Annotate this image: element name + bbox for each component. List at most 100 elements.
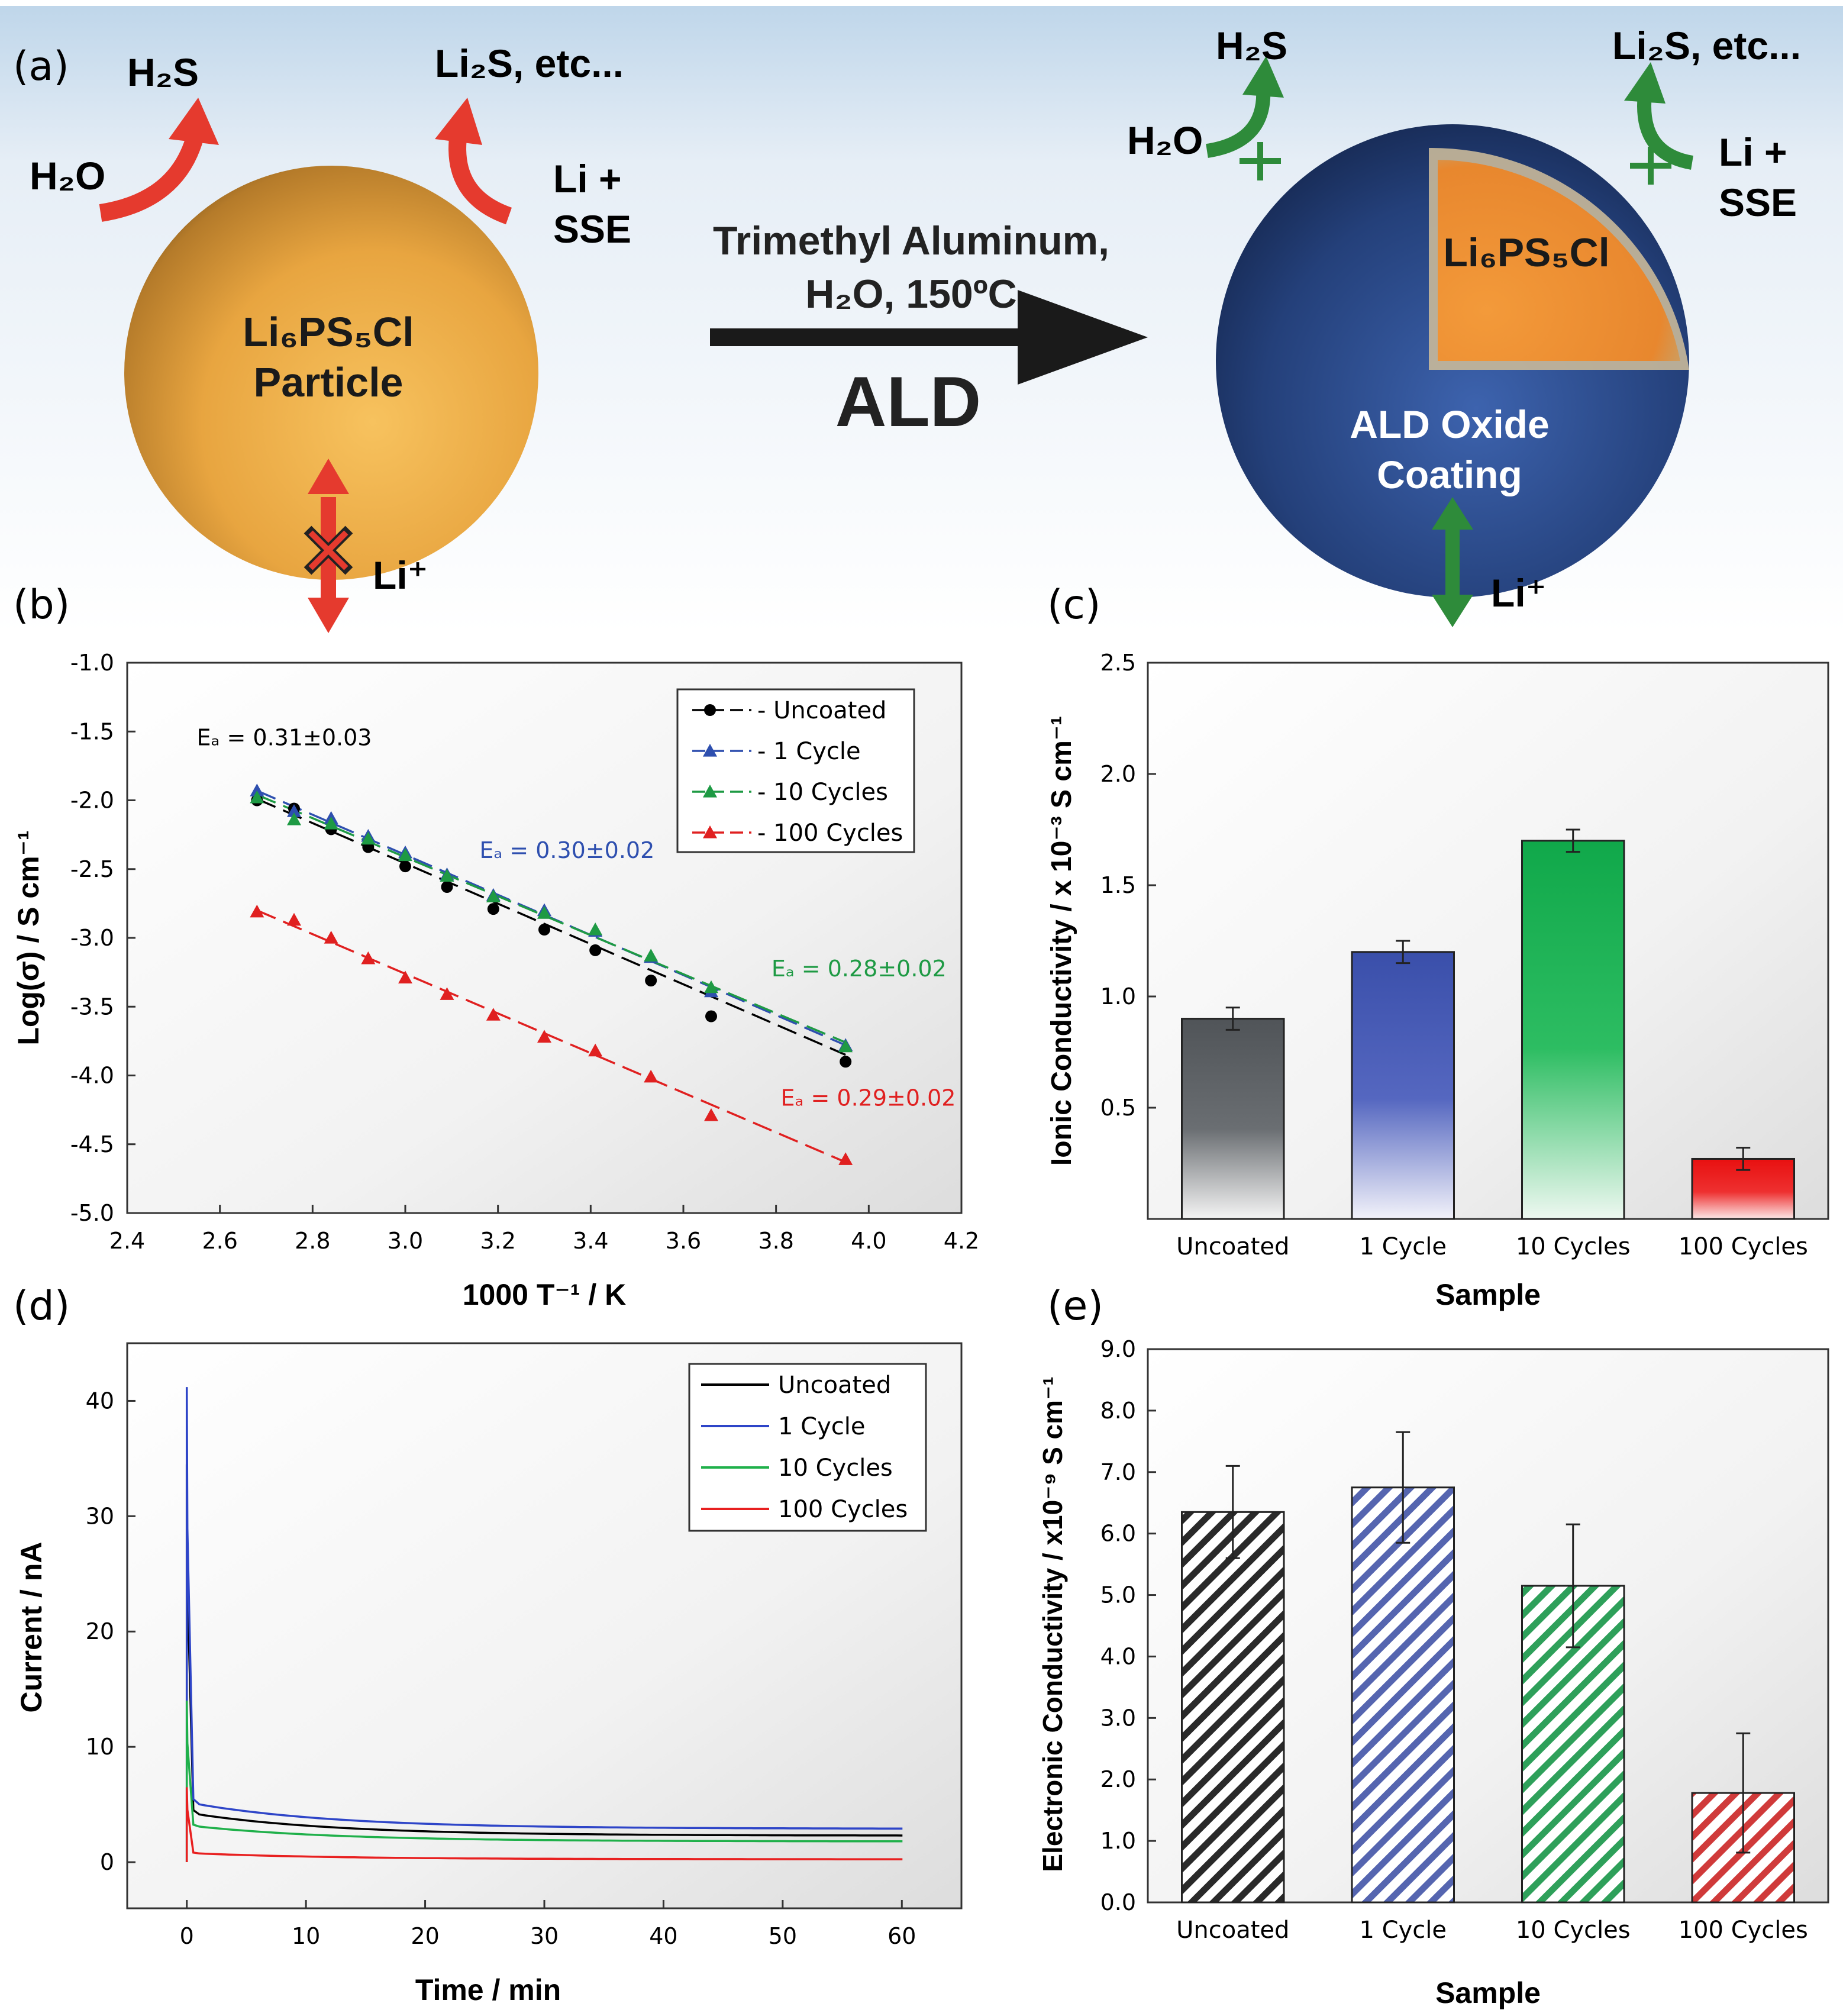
right-li-ion-arrow-down-head xyxy=(1432,595,1473,627)
legend-marker-b-uncoated xyxy=(704,704,716,716)
y-tick-label-e: 5.0 xyxy=(1100,1582,1136,1608)
right-li2s-label: Li₂S, etc... xyxy=(1612,24,1801,67)
y-tick-label-c: 0.5 xyxy=(1100,1095,1136,1121)
point-100-cycles xyxy=(250,904,264,918)
y-tick-label-e: 8.0 xyxy=(1100,1398,1136,1424)
point-10-cycles xyxy=(361,831,376,845)
process-arrow-shaft xyxy=(710,328,1041,346)
ea-annotation-uncoated: Eₐ = 0.31±0.03 xyxy=(197,725,372,751)
panel-label-d: (d) xyxy=(13,1283,70,1330)
li-ion-arrow-up-head xyxy=(308,459,349,494)
y-tick-label-c: 1.0 xyxy=(1100,983,1136,1009)
legend-marker-b-100-cycles xyxy=(703,825,717,838)
bar-c-10-cycles xyxy=(1521,840,1625,1220)
y-tick-label-b: -4.0 xyxy=(70,1063,114,1089)
x-tick-label-c-uncoated: Uncoated xyxy=(1176,1233,1289,1260)
legend-box-b xyxy=(676,688,915,853)
left-h2s-label: H₂S xyxy=(127,50,199,94)
h2s-arrow-head xyxy=(169,98,219,145)
x-tick-label-d: 60 xyxy=(887,1923,916,1949)
x-tick-label-e-uncoated: Uncoated xyxy=(1176,1917,1289,1944)
point-10-cycles xyxy=(250,790,264,804)
x-tick-label-d: 10 xyxy=(292,1923,320,1949)
legend-label-b-uncoated: - Uncoated xyxy=(757,697,886,724)
li-ion-arrow-down-head xyxy=(308,598,349,633)
current-line-uncoated xyxy=(185,1464,903,1862)
right-h2s-label: H₂S xyxy=(1216,24,1287,67)
core-formula: Li₆PS₅Cl xyxy=(1443,230,1609,275)
legend-marker-b-1-cycle xyxy=(703,744,717,757)
panel-a-schematic: (a) Li₆PS₅Cl Particle H₂S Li₂S, etc... H… xyxy=(0,6,1843,633)
y-tick-label-d: 20 xyxy=(86,1618,114,1644)
x-axis-label-d: Time / min xyxy=(415,1973,561,2007)
point-10-cycles xyxy=(537,906,551,919)
y-tick-label-c: 2.0 xyxy=(1100,761,1136,787)
point-10-cycles xyxy=(838,1039,853,1053)
y-axis-label-e: Electronic Conductivity / x10⁻⁹ S cm⁻¹ xyxy=(1037,1376,1068,1872)
bar-e-uncoated xyxy=(1181,1511,1285,1904)
y-tick-label-d: 30 xyxy=(86,1503,114,1529)
y-tick-label-c: 1.5 xyxy=(1100,872,1136,898)
left-li-label: Li + xyxy=(553,157,622,201)
annotation-uncoated-ea: Eₐ = 0.31±0.03 xyxy=(197,725,372,751)
bar-e-1-cycle xyxy=(1351,1486,1455,1904)
x-tick-label-b: 3.2 xyxy=(480,1228,515,1254)
current-line-1-cycle xyxy=(185,1387,903,1862)
right-li-ion-label: Li⁺ xyxy=(1491,571,1547,615)
y-tick-label-d: 40 xyxy=(86,1388,114,1414)
y-tick-label-b: -1.5 xyxy=(70,718,114,744)
x-tick-label-b: 2.6 xyxy=(202,1228,237,1254)
legend-d: Uncoated 1 Cycle 10 Cycles 100 Cycles xyxy=(688,1363,927,1532)
particle-caption: Particle xyxy=(254,359,404,405)
point-10-cycles xyxy=(588,922,603,936)
particle-formula: Li₆PS₅Cl xyxy=(243,309,414,355)
panel-d-current-chart: (d) 0 10 20 30 40 50 60 0 10 20 30 40 Uncoated 1 Cyc… xyxy=(13,1283,963,2007)
legend-marker-b-10-cycles xyxy=(703,785,717,798)
panel-label-a: (a) xyxy=(13,43,69,90)
conditions-label: H₂O, 150ºC xyxy=(805,272,1016,317)
y-tick-label-b: -2.0 xyxy=(70,788,114,814)
x-tick-label-d: 0 xyxy=(180,1923,194,1949)
process-arrow-head xyxy=(1018,290,1148,385)
panel-label-c: (c) xyxy=(1047,582,1100,628)
legend-b: - Uncoated - 1 Cycle - 10 Cycles - 100 Cycl… xyxy=(676,688,915,853)
panel-e-electronic-conductivity-chart: (e) 0.0 1.0 2.0 3.0 4.0 5.0 6.0 7.0 8.0 9.0 Uncoat… xyxy=(1037,1283,1829,2009)
left-li2s-label: Li₂S, etc... xyxy=(435,41,624,85)
point-100-cycles xyxy=(287,912,301,926)
right-h2o-label: H₂O xyxy=(1127,118,1203,162)
y-axis-label-d: Current / nA xyxy=(15,1542,48,1713)
right-li2s-arrow-head xyxy=(1624,62,1666,104)
y-tick-label-e: 3.0 xyxy=(1100,1705,1136,1731)
li2s-arrow-head xyxy=(435,98,482,145)
point-100-cycles xyxy=(440,987,454,1000)
ea-annotation-10-cycles: Eₐ = 0.28±0.02 xyxy=(772,956,947,982)
x-tick-label-d: 40 xyxy=(649,1923,677,1949)
y-tick-label-b: -3.0 xyxy=(70,925,114,951)
point-100-cycles xyxy=(324,931,338,944)
legend-label-d-uncoated: Uncoated xyxy=(778,1372,891,1399)
point-100-cycles xyxy=(838,1152,853,1165)
point-uncoated xyxy=(538,924,550,936)
y-tick-label-e: 7.0 xyxy=(1100,1459,1136,1485)
x-tick-label-c-1-cycle: 1 Cycle xyxy=(1360,1233,1447,1260)
point-100-cycles xyxy=(588,1043,603,1057)
bar-c-uncoated xyxy=(1181,1018,1285,1220)
point-uncoated xyxy=(487,903,499,915)
point-10-cycles xyxy=(486,889,501,902)
left-li-ion-label: Li⁺ xyxy=(373,553,428,597)
left-h2o-label: H₂O xyxy=(30,154,105,198)
x-tick-label-b: 4.0 xyxy=(851,1228,886,1254)
y-tick-label-b: -2.5 xyxy=(70,856,114,882)
legend-label-b-10-cycles: - 10 Cycles xyxy=(757,779,888,806)
y-tick-label-e: 2.0 xyxy=(1100,1766,1136,1792)
h2o-to-h2s-arrow xyxy=(99,133,204,222)
point-10-cycles xyxy=(398,848,412,862)
x-tick-label-b: 3.8 xyxy=(758,1228,793,1254)
legend-label-d-1-cycle: 1 Cycle xyxy=(778,1413,865,1440)
point-100-cycles xyxy=(361,951,376,965)
legend-box-d xyxy=(688,1363,927,1532)
y-tick-label-e: 6.0 xyxy=(1100,1521,1136,1547)
right-sse-label: SSE xyxy=(1719,180,1797,224)
x-tick-label-b: 2.4 xyxy=(109,1228,145,1254)
y-tick-label-e: 9.0 xyxy=(1100,1336,1136,1362)
